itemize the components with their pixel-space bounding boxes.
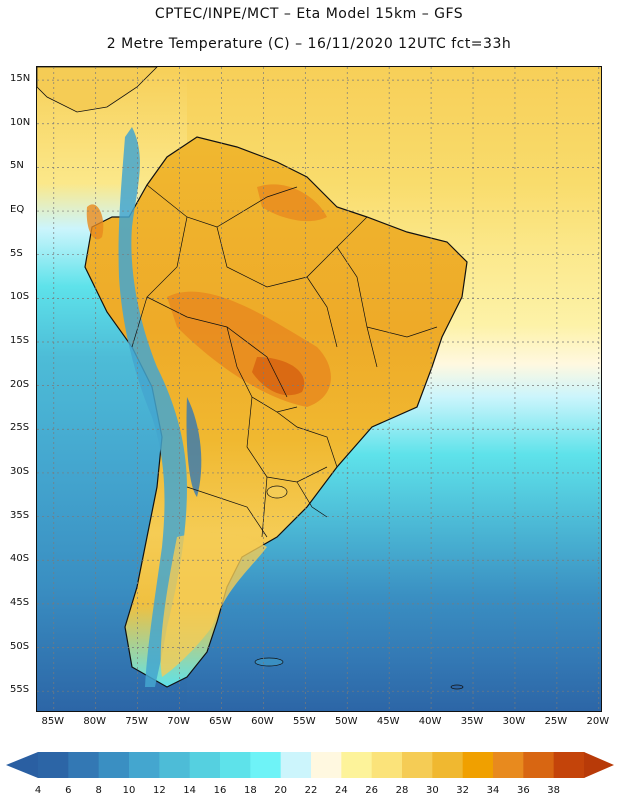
- lon-tick-label: 25W: [544, 716, 568, 727]
- colorbar-level-label: 22: [304, 785, 318, 796]
- lon-tick-label: 75W: [125, 716, 148, 727]
- colorbar-level-label: 16: [213, 785, 227, 796]
- colorbar-swatch: [523, 752, 555, 778]
- hot-zone-colombia: [86, 204, 104, 240]
- colorbar-level-label: 18: [243, 785, 257, 796]
- country-borders: [131, 184, 438, 538]
- lat-tick-label: 30S: [10, 465, 30, 477]
- colorbar-level-label: 36: [516, 785, 530, 796]
- colorbar-level-label: 30: [425, 785, 439, 796]
- patagonia-field: [160, 532, 267, 677]
- andes-cold-strip: [118, 127, 187, 687]
- colorbar-swatch: [189, 752, 221, 778]
- colorbar-level-label: 34: [486, 785, 500, 796]
- colorbar-swatch: [38, 752, 69, 778]
- lon-tick-label: 70W: [167, 716, 190, 727]
- lat-tick-label: 35S: [10, 509, 30, 521]
- colorbar-swatch: [311, 752, 342, 778]
- map-title-line-1: CPTEC/INPE/MCT – Eta Model 15km – GFS: [154, 6, 464, 22]
- colorbar-level-label: 10: [122, 785, 136, 796]
- lon-tick-label: 80W: [83, 716, 106, 727]
- lon-tick-label: 45W: [376, 716, 400, 727]
- colorbar-level-label: 24: [334, 785, 348, 796]
- colorbar-level-label: 26: [365, 785, 379, 796]
- map-title-line-2: 2 Metre Temperature (C) – 16/11/2020 12U…: [106, 36, 512, 52]
- lon-tick-label: 85W: [41, 716, 65, 727]
- lat-tick-label: EQ: [10, 204, 25, 216]
- falkland-islands: [254, 657, 284, 667]
- colorbar-swatch: [280, 752, 312, 778]
- colorbar-level-label: 14: [183, 785, 197, 796]
- colorbar-level-label: 28: [395, 785, 409, 796]
- central-america: [37, 67, 158, 113]
- colorbar-swatch: [432, 752, 464, 778]
- lon-tick-label: 40W: [418, 716, 442, 727]
- colorbar-level-label: 38: [547, 785, 561, 796]
- uruguay-region: [266, 485, 288, 499]
- andes-peak-cold: [186, 397, 202, 497]
- colorbar-swatch: [371, 752, 403, 778]
- colorbar-level-label: 12: [152, 785, 166, 796]
- lon-tick-label: 20W: [586, 716, 610, 727]
- colorbar-over-arrow: [584, 752, 614, 778]
- lat-tick-label: 25S: [10, 422, 30, 434]
- colorbar-level-label: 4: [34, 785, 42, 796]
- lat-tick-label: 15N: [10, 73, 31, 85]
- lat-tick-label: 10N: [10, 116, 31, 128]
- lon-tick-label: 35W: [460, 716, 484, 727]
- lat-tick-label: 55S: [10, 684, 30, 696]
- lat-tick-label: 10S: [10, 291, 30, 303]
- lon-tick-label: 65W: [209, 716, 232, 727]
- colorbar-swatch: [68, 752, 100, 778]
- colorbar-swatch: [220, 752, 251, 778]
- hot-zone-amazon: [257, 184, 327, 222]
- colorbar-level-label: 20: [274, 785, 288, 796]
- map-canvas: [37, 67, 601, 711]
- temperature-map: [36, 66, 602, 712]
- lat-tick-label: 5N: [10, 160, 24, 172]
- colorbar-swatch: [341, 752, 373, 778]
- lat-tick-label: 5S: [10, 247, 23, 259]
- lat-lon-grid: [37, 67, 601, 711]
- hot-zone-pantanal: [252, 357, 305, 396]
- colorbar-swatch: [250, 752, 282, 778]
- lon-tick-label: 60W: [251, 716, 274, 727]
- colorbar-swatch: [493, 752, 524, 778]
- colorbar-level-label: 6: [65, 785, 72, 796]
- colorbar-swatch: [553, 752, 585, 778]
- colorbar-swatch: [462, 752, 494, 778]
- south-georgia: [450, 684, 464, 690]
- lat-tick-label: 50S: [10, 640, 30, 652]
- lon-tick-label: 30W: [502, 716, 526, 727]
- colorbar-swatch: [159, 752, 191, 778]
- lat-tick-label: 45S: [10, 596, 30, 608]
- colorbar-swatch: [402, 752, 433, 778]
- lon-tick-label: 50W: [334, 716, 358, 727]
- colorbar-under-arrow: [6, 752, 38, 778]
- lat-tick-label: 20S: [10, 378, 30, 390]
- colorbar-level-label: 8: [95, 785, 102, 796]
- temperature-colorbar: [0, 750, 618, 800]
- lon-tick-label: 55W: [293, 716, 316, 727]
- colorbar-level-label: 32: [456, 785, 470, 796]
- colorbar-swatch: [98, 752, 130, 778]
- colorbar-swatch: [129, 752, 160, 778]
- lat-tick-label: 15S: [10, 334, 30, 346]
- lat-tick-label: 40S: [10, 553, 30, 565]
